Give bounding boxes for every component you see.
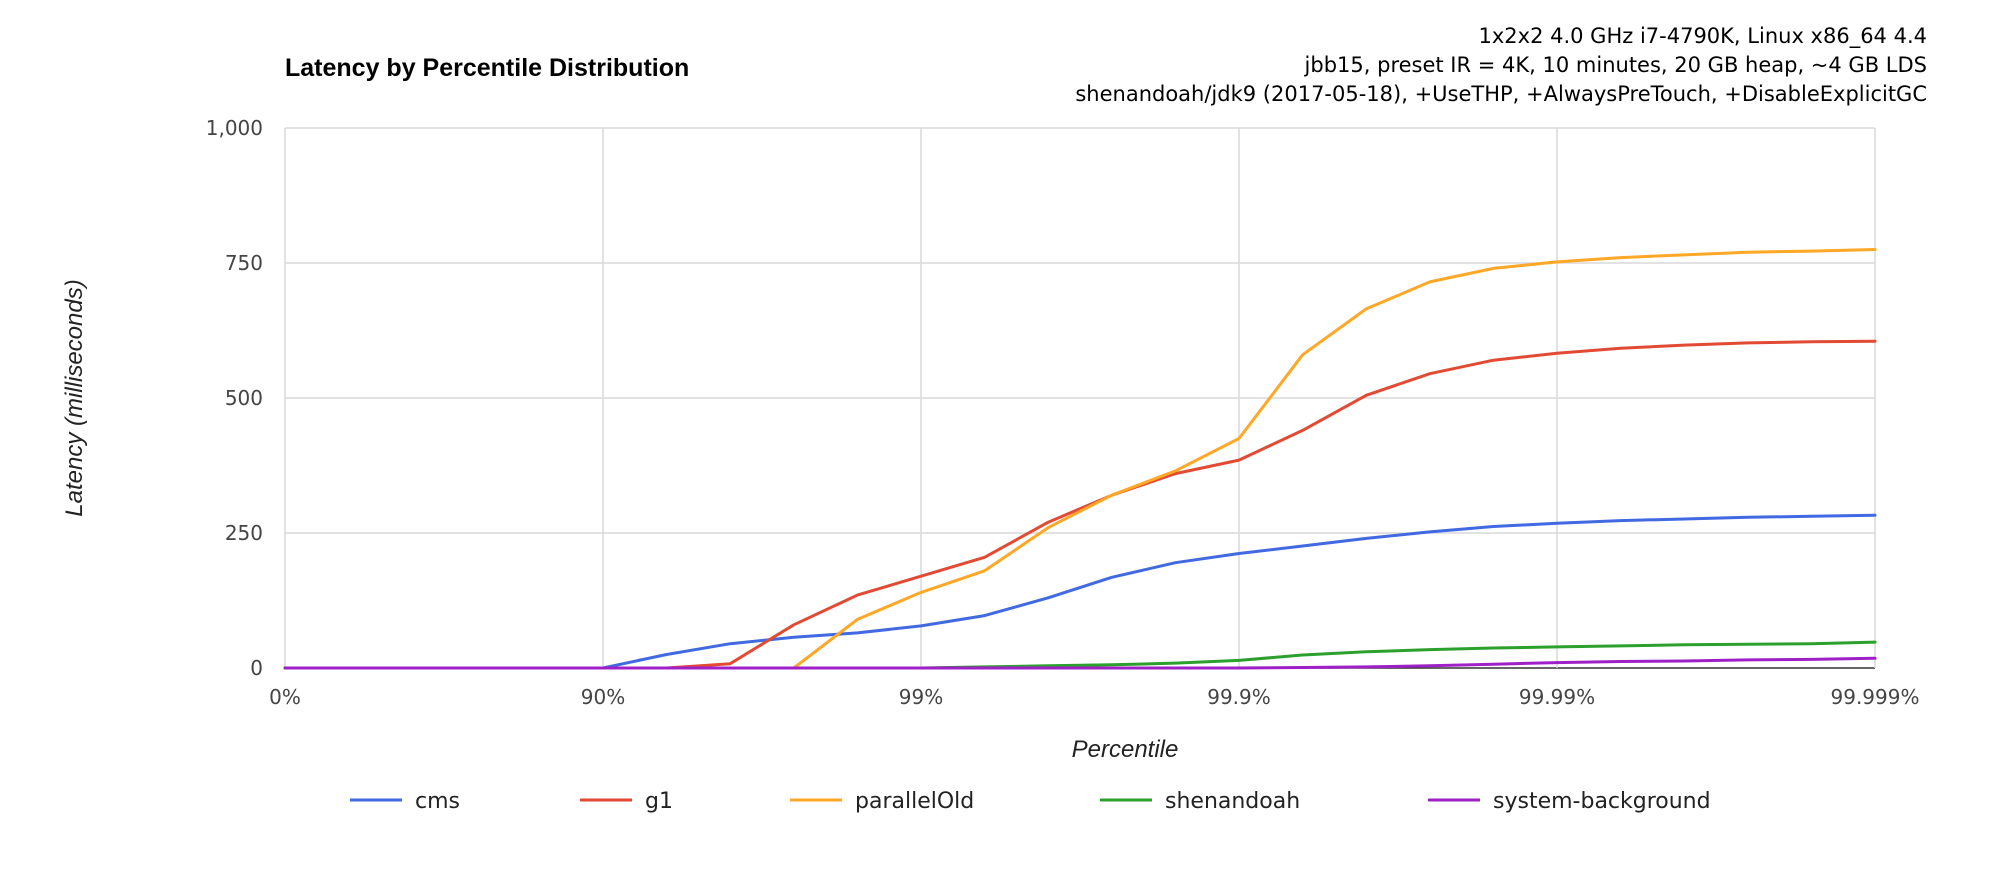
legend-item-g1: g1 (580, 789, 673, 814)
legend-label: parallelOld (855, 789, 974, 814)
legend-label: g1 (645, 789, 673, 814)
legend-label: shenandoah (1165, 789, 1300, 814)
y-axis-ticks: 0 250 500 750 1,000 (206, 116, 263, 680)
legend-item-cms: cms (350, 789, 460, 814)
chart-subtitle-line-3: shenandoah/jdk9 (2017-05-18), +UseTHP, +… (1075, 82, 1927, 106)
grid (284, 127, 1876, 669)
series-line-system-background (283, 656, 1877, 670)
legend-item-shenandoah: shenandoah (1100, 789, 1300, 814)
legend-label: cms (415, 789, 460, 814)
series-line-shenandoah (283, 640, 1877, 670)
chart-subtitle-line-1: 1x2x2 4.0 GHz i7-4790K, Linux x86_64 4.4 (1479, 24, 1928, 49)
x-tick-label: 0% (269, 685, 301, 709)
legend-item-parallelOld: parallelOld (790, 789, 974, 814)
legend-item-system-background: system-background (1428, 789, 1711, 814)
x-axis-ticks: 0% 90% 99% 99.9% 99.99% 99.999% (269, 685, 1919, 709)
x-tick-label: 90% (581, 685, 625, 709)
x-tick-label: 99% (899, 685, 943, 709)
y-axis-label: Latency (milliseconds) (61, 279, 88, 516)
series-line-parallelOld (283, 248, 1877, 670)
y-tick-label: 250 (225, 521, 263, 545)
series-line-g1 (283, 339, 1877, 670)
chart-subtitle-line-2: jbb15, preset IR = 4K, 10 minutes, 20 GB… (1304, 53, 1927, 77)
legend: cms g1 parallelOld shenandoah system-backgro… (350, 789, 1711, 814)
x-axis-label: Percentile (1072, 736, 1179, 763)
legend-label: system-background (1493, 789, 1711, 814)
x-tick-label: 99.999% (1831, 685, 1920, 709)
series-lines (283, 248, 1877, 670)
y-tick-label: 1,000 (206, 116, 263, 140)
y-tick-label: 500 (225, 386, 263, 410)
y-tick-label: 750 (225, 251, 263, 275)
y-tick-label: 0 (250, 656, 263, 680)
chart-title: Latency by Percentile Distribution (285, 54, 689, 82)
x-tick-label: 99.9% (1207, 685, 1271, 709)
x-tick-label: 99.99% (1519, 685, 1595, 709)
